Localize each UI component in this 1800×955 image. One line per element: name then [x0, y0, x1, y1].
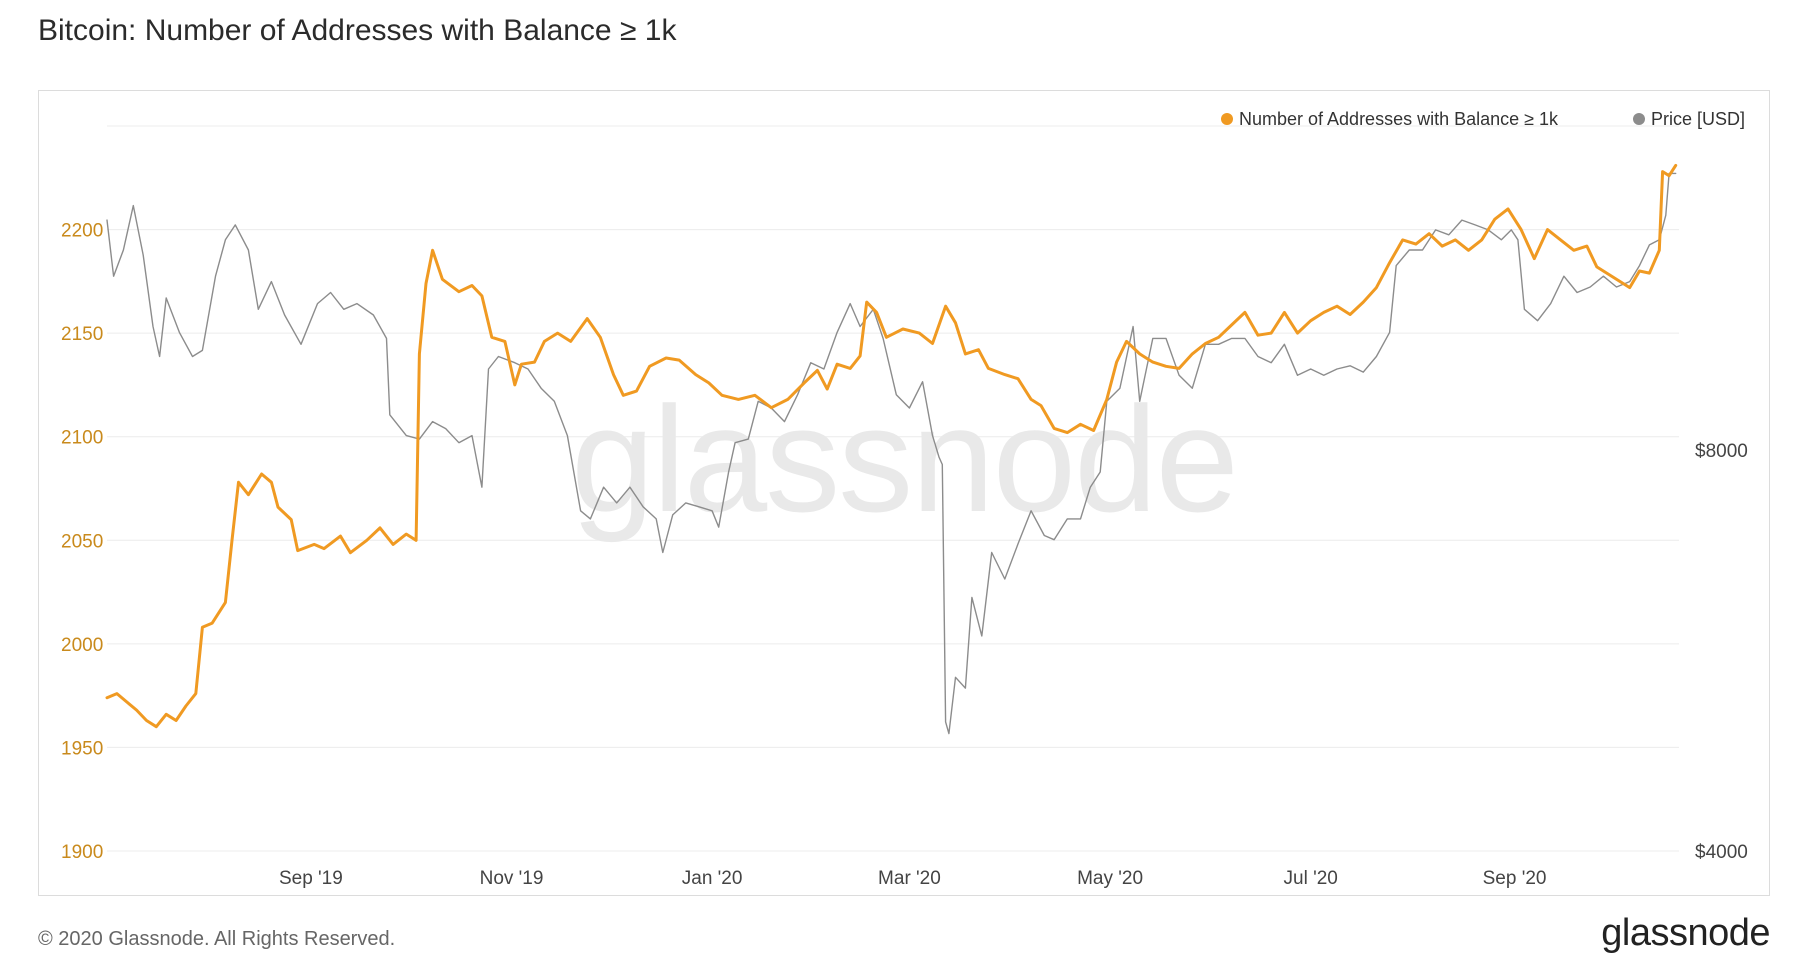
x-tick-label: Sep '20	[1483, 868, 1547, 889]
left-tick-label: 2000	[61, 635, 103, 656]
left-tick-label: 2050	[61, 531, 103, 552]
x-axis: Sep '19 Nov '19 Jan '20 Mar '20 May '20 Jul '…	[279, 868, 1547, 889]
left-axis: 1900 1950 2000 2050 2100 2150 2200	[61, 221, 103, 863]
legend-price-label: Price [USD]	[1651, 109, 1745, 129]
x-tick-label: Nov '19	[480, 868, 544, 889]
right-tick-label: $4000	[1695, 842, 1748, 863]
price-series-line	[106, 172, 1677, 735]
left-tick-label: 2200	[61, 221, 103, 242]
legend: Number of Addresses with Balance ≥ 1k Pri…	[1221, 109, 1745, 129]
left-tick-label: 1900	[61, 842, 103, 863]
chart-frame: glassnode 1900 1950 2000 2050 2100 2150 2200 $…	[38, 90, 1770, 896]
x-tick-label: Jan '20	[682, 868, 743, 889]
legend-price-marker	[1633, 113, 1645, 125]
right-axis: $4000 $8000	[1695, 441, 1748, 863]
right-tick-label: $8000	[1695, 441, 1748, 462]
watermark: glassnode	[571, 375, 1237, 543]
left-tick-label: 2100	[61, 428, 103, 449]
x-tick-label: Sep '19	[279, 868, 343, 889]
brand-logo: glassnode	[1601, 912, 1770, 954]
x-tick-label: Jul '20	[1284, 868, 1338, 889]
legend-addresses-label: Number of Addresses with Balance ≥ 1k	[1239, 109, 1559, 129]
copyright-footer: © 2020 Glassnode. All Rights Reserved.	[38, 928, 396, 950]
legend-addresses-marker	[1221, 113, 1233, 125]
chart-svg: glassnode 1900 1950 2000 2050 2100 2150 2200 $…	[61, 109, 1748, 889]
x-tick-label: Mar '20	[878, 868, 941, 889]
addresses-series-line	[105, 163, 1678, 729]
x-tick-label: May '20	[1077, 868, 1143, 889]
chart-title: Bitcoin: Number of Addresses with Balanc…	[38, 14, 677, 47]
left-tick-label: 1950	[61, 738, 103, 759]
series-layer	[105, 163, 1678, 735]
left-tick-label: 2150	[61, 324, 103, 345]
